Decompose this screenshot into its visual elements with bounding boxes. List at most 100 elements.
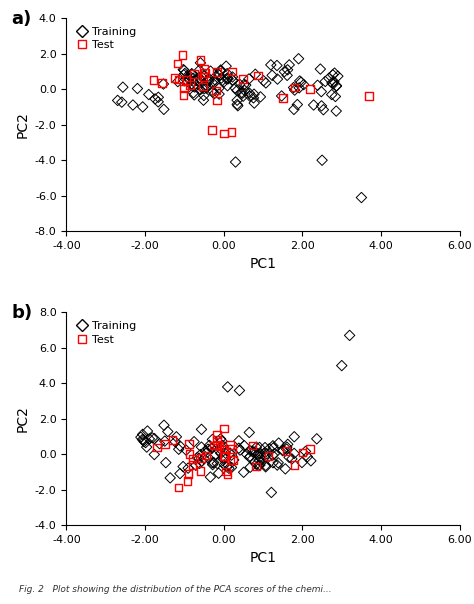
Point bbox=[291, 449, 298, 458]
Point bbox=[279, 446, 286, 455]
Point bbox=[255, 71, 262, 80]
Point bbox=[246, 452, 253, 462]
Point bbox=[233, 95, 241, 105]
Point bbox=[280, 446, 287, 455]
Point bbox=[218, 436, 226, 446]
Point bbox=[331, 68, 338, 78]
Point bbox=[223, 69, 231, 79]
Point bbox=[197, 450, 204, 460]
Point bbox=[220, 452, 228, 461]
Point bbox=[144, 426, 151, 436]
Point bbox=[182, 445, 190, 455]
Point bbox=[328, 90, 336, 100]
Point bbox=[189, 460, 196, 470]
Point bbox=[160, 420, 168, 430]
Point bbox=[209, 435, 216, 445]
Point bbox=[252, 461, 260, 471]
Point bbox=[256, 452, 264, 462]
Point bbox=[220, 453, 228, 463]
Point bbox=[224, 73, 231, 83]
Point bbox=[249, 447, 256, 457]
Point bbox=[137, 432, 145, 442]
Point bbox=[181, 76, 188, 86]
Point bbox=[291, 83, 298, 92]
Point bbox=[255, 455, 263, 465]
Point bbox=[235, 443, 243, 453]
Point bbox=[247, 446, 255, 456]
Point bbox=[202, 83, 210, 93]
Point bbox=[317, 64, 324, 74]
Point bbox=[201, 68, 209, 78]
Point bbox=[307, 85, 314, 94]
Point bbox=[193, 76, 201, 85]
Point bbox=[246, 91, 254, 101]
Point bbox=[185, 469, 192, 479]
Point bbox=[196, 73, 203, 83]
Point bbox=[239, 88, 246, 98]
Point bbox=[295, 83, 303, 92]
Point bbox=[284, 440, 292, 449]
Point bbox=[140, 435, 147, 445]
Text: b): b) bbox=[11, 304, 32, 322]
Point bbox=[246, 428, 253, 437]
Point bbox=[262, 78, 270, 88]
Point bbox=[301, 446, 309, 456]
Point bbox=[224, 382, 231, 392]
Point bbox=[200, 72, 208, 82]
Point bbox=[142, 438, 149, 448]
Point bbox=[240, 467, 247, 477]
Point bbox=[217, 434, 224, 444]
Point bbox=[219, 443, 226, 452]
Point bbox=[328, 78, 336, 88]
Point bbox=[200, 91, 208, 100]
Point bbox=[198, 425, 205, 434]
Point bbox=[235, 436, 243, 446]
Point bbox=[283, 446, 291, 455]
Legend: Training, Test: Training, Test bbox=[72, 24, 139, 54]
Point bbox=[265, 444, 273, 454]
Point bbox=[330, 77, 337, 86]
Point bbox=[250, 448, 257, 457]
Point bbox=[188, 69, 196, 79]
Point bbox=[197, 85, 204, 94]
Point bbox=[139, 102, 146, 112]
Point bbox=[285, 60, 293, 69]
Point bbox=[188, 69, 195, 79]
Point bbox=[169, 435, 176, 445]
Point bbox=[189, 454, 196, 464]
Point bbox=[185, 74, 193, 83]
Point bbox=[215, 469, 222, 478]
Text: Fig. 2   Plot showing the distribution of the PCA scores of the chemi...: Fig. 2 Plot showing the distribution of … bbox=[19, 585, 332, 594]
Point bbox=[267, 60, 274, 69]
Point bbox=[210, 441, 218, 451]
Point bbox=[329, 70, 337, 80]
Point bbox=[231, 83, 239, 93]
Point bbox=[253, 442, 260, 452]
Point bbox=[209, 78, 216, 88]
Point bbox=[151, 450, 158, 460]
Point bbox=[283, 445, 291, 454]
Point bbox=[202, 451, 210, 460]
Point bbox=[210, 86, 217, 96]
Point bbox=[248, 441, 256, 451]
Point bbox=[290, 104, 298, 114]
Point bbox=[186, 80, 194, 90]
Point bbox=[181, 69, 189, 79]
Point bbox=[215, 69, 222, 79]
Point bbox=[151, 94, 159, 104]
Point bbox=[261, 452, 269, 461]
Point bbox=[269, 458, 277, 467]
Point bbox=[228, 127, 236, 137]
Point bbox=[261, 443, 269, 452]
Point bbox=[184, 77, 191, 86]
Point bbox=[196, 458, 203, 468]
Point bbox=[217, 65, 225, 75]
Point bbox=[329, 79, 337, 89]
Point bbox=[219, 441, 227, 451]
Point bbox=[201, 84, 208, 94]
Point bbox=[256, 449, 264, 458]
Point bbox=[208, 444, 215, 454]
Point bbox=[197, 55, 204, 65]
Point bbox=[300, 80, 308, 89]
Point bbox=[310, 100, 318, 110]
